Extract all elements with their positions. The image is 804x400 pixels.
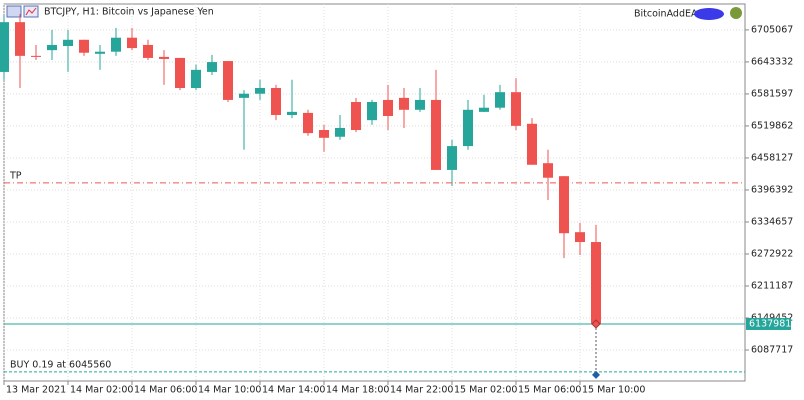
candle-body [383,99,393,117]
candle-body [527,123,537,165]
icon [6,5,22,18]
candle-body [367,102,377,121]
x-tick-label: 14 Mar 14:00 [262,385,325,396]
y-tick-label: 6211187 [751,281,793,292]
candle-body [463,109,473,147]
candle-body [543,163,553,178]
chart-title: BTCJPY, H1: Bitcoin vs Japanese Yen [44,7,214,18]
candle-body [191,69,201,89]
marks [0,13,601,329]
x-tick-label: 14 Mar 22:00 [390,385,453,396]
chart-icons [6,5,39,18]
y-tick-label: 6643332 [751,56,793,67]
y-tick-label: 6581597 [751,88,793,99]
y-tick-label: 6705067 [751,24,793,35]
open-marker [592,370,600,379]
candle-body [143,44,153,58]
candle-body [223,61,233,100]
price-tag [746,317,791,330]
x-tick-label: 14 Mar 02:00 [70,385,133,396]
candle-body [559,176,569,234]
plot-frame [3,3,746,382]
y-tick-label: 6334657 [751,216,793,227]
candle-body [0,22,9,72]
candle-body [111,37,121,52]
tp-label: TP [9,170,22,181]
y-tick-label: 6396392 [751,184,793,195]
candle-body [319,130,329,138]
candle-body [31,55,41,57]
candle-body [79,39,89,53]
candle-body [175,57,185,89]
x-tick-label: 14 Mar 18:00 [326,385,389,396]
candle-body [495,92,505,108]
candle-body [47,44,57,51]
candle-body [479,107,489,112]
candle-body [591,242,601,324]
candle-body [575,232,585,243]
candle-body [127,37,137,49]
icon [25,7,37,16]
candle-body [15,22,25,56]
ea-icon [730,7,742,19]
x-tick-label: 15 Mar 02:00 [454,385,517,396]
y-tick-label: 6458127 [751,152,793,163]
grid [3,4,745,381]
x-tick-label: 14 Mar 10:00 [198,385,261,396]
expert-label: BitcoinAddEA [634,9,698,20]
redaction [694,8,724,20]
candle-body [399,97,409,110]
y-tick-label: 6087717 [751,345,793,356]
x-tick-label: 15 Mar 10:00 [582,385,645,396]
x-tick-label: 13 Mar 2021 [6,385,66,396]
candle-body [255,88,265,94]
close-marker [591,319,601,329]
candle-body [239,93,249,98]
candle-body [431,99,441,170]
candle-body [351,102,361,131]
candle-body [415,99,425,110]
y-tick-label: 6272922 [751,248,793,259]
x-tick-label: 15 Mar 06:00 [518,385,581,396]
candle-body [207,62,217,72]
candle-body [303,112,313,134]
candle-body [95,51,105,54]
candle-body [511,92,521,126]
candle-body [335,127,345,137]
candle-body [63,39,73,47]
candle-body [271,88,281,115]
x-tick-label: 14 Mar 06:00 [134,385,197,396]
buy-label: BUY 0.19 at 6045560 [10,359,111,370]
candle-body [287,111,297,115]
candle-body [159,56,169,59]
candle-body [447,146,457,170]
price-tag-label: 6137981 [749,318,791,329]
y-tick-label: 6519862 [751,120,793,131]
